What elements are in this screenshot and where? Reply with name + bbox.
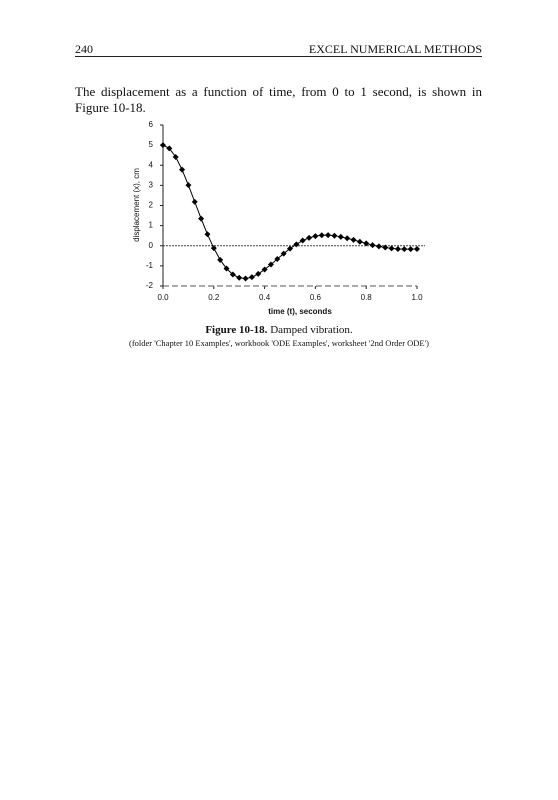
caption-label: Figure 10-18. [205,324,268,336]
y-tick-label: 1 [149,221,154,230]
data-point [414,245,420,252]
data-point [344,235,351,242]
data-point [229,271,236,278]
page-number: 240 [75,42,93,56]
data-point [318,232,325,239]
caption-source: (folder 'Chapter 10 Examples', workbook … [128,338,429,348]
running-header: 240 EXCEL NUMERICAL METHODS [75,42,482,57]
data-point [160,142,166,149]
data-point [363,240,370,247]
data-point [248,274,255,281]
y-tick-label: 6 [149,120,154,129]
data-point [280,250,287,257]
data-point [407,246,414,253]
y-tick-label: 4 [149,160,154,169]
data-point [172,153,179,160]
data-point [217,256,224,263]
data-point [287,245,293,252]
data-point [388,245,395,252]
y-tick-label: 3 [149,180,154,189]
data-point [356,238,363,245]
data-point [394,245,401,252]
paragraph: The displacement as a function of time, … [75,84,482,115]
y-tick-label: 5 [149,140,154,149]
caption-text: Damped vibration. [270,324,353,336]
data-point [179,166,186,173]
data-point [185,182,192,189]
data-point [306,234,313,241]
data-line [162,144,418,280]
data-point [382,244,389,251]
chart: time (t), seconds displacement (x), cm -… [132,120,425,316]
data-point [375,243,382,250]
x-tick-label: 0.6 [310,293,322,302]
x-axis-label: time (t), seconds [268,307,332,316]
data-point [166,145,173,152]
data-point [223,265,230,272]
figure-caption: Figure 10-18. Damped vibration. [0,324,558,336]
y-axis-label: displacement (x), cm [132,168,141,242]
y-tick-label: 0 [149,241,154,250]
x-tick-label: 0.2 [208,293,220,302]
data-point [267,261,274,268]
y-tick-label: 2 [149,201,154,210]
y-tick-label: -2 [146,281,154,290]
data-point [236,274,243,281]
data-point [369,242,376,249]
x-tick-label: 0.4 [259,293,271,302]
data-point [299,237,306,244]
data-point [242,275,249,282]
data-point [401,246,408,253]
x-tick-label: 1.0 [411,293,423,302]
data-point [204,231,211,238]
data-point [274,256,281,263]
data-point [191,198,198,205]
data-point [198,215,205,222]
data-point [261,266,268,273]
x-tick-label: 0.8 [361,293,373,302]
data-point [325,232,332,239]
data-point [312,233,319,240]
x-tick-label: 0.0 [157,293,169,302]
running-title: EXCEL NUMERICAL METHODS [308,42,482,56]
data-point [337,233,344,240]
data-point [293,241,300,248]
data-point [331,232,338,239]
data-point [210,245,217,252]
data-point [255,270,262,277]
data-point [350,236,357,243]
y-tick-label: -1 [146,261,154,270]
